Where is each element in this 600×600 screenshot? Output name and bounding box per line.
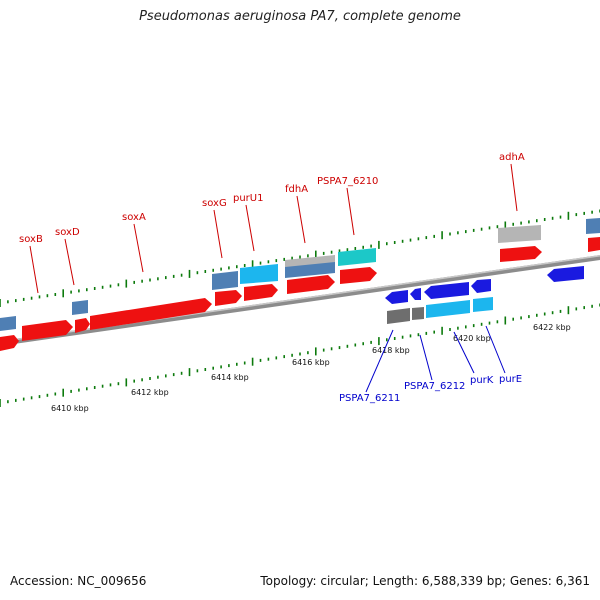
gene-label: fdhA bbox=[285, 184, 308, 195]
scale-label: 6410 kbp bbox=[51, 404, 89, 413]
gene-label: soxD bbox=[55, 227, 80, 238]
gene-label: purU1 bbox=[233, 193, 263, 204]
cds-block[interactable] bbox=[586, 218, 600, 234]
genome-title: Pseudomonas aeruginosa PA7, complete gen… bbox=[139, 9, 461, 24]
genome-backbone-highlight bbox=[0, 255, 600, 343]
forward-gene-labels: soxB soxD soxA soxG purU1 fdhA PSPA7_621… bbox=[19, 152, 525, 245]
forward-gene-arrow[interactable] bbox=[90, 298, 212, 330]
cds-block[interactable] bbox=[0, 316, 16, 331]
cds-block[interactable] bbox=[387, 308, 410, 324]
reverse-gene-labels: PSPA7_6211 PSPA7_6212 purK purE bbox=[339, 374, 522, 404]
gene-label: soxA bbox=[122, 212, 146, 223]
scale-label: 6414 kbp bbox=[211, 373, 249, 382]
gene-label: adhA bbox=[499, 152, 525, 163]
cds-block[interactable] bbox=[498, 225, 541, 243]
forward-gene-arrow[interactable] bbox=[588, 237, 600, 252]
scale-label: 6416 kbp bbox=[292, 358, 330, 367]
forward-gene-arrow[interactable] bbox=[340, 267, 377, 284]
accession-text: Accession: NC_009656 bbox=[10, 574, 147, 588]
forward-gene-arrow[interactable] bbox=[244, 284, 278, 301]
reverse-label-leaders bbox=[365, 325, 506, 393]
reverse-gene-arrow[interactable] bbox=[410, 288, 421, 300]
genome-summary-text: Topology: circular; Length: 6,588,339 bp… bbox=[260, 574, 590, 588]
scale-label: 6420 kbp bbox=[453, 334, 491, 343]
cds-block[interactable] bbox=[412, 307, 424, 320]
gene-label: purK bbox=[470, 375, 494, 386]
scale-label: 6412 kbp bbox=[131, 388, 169, 397]
cds-block[interactable] bbox=[338, 248, 376, 266]
upper-tick-ruler bbox=[0, 209, 600, 307]
cds-block[interactable] bbox=[72, 300, 88, 315]
cds-block[interactable] bbox=[240, 264, 278, 284]
forward-gene-arrow[interactable] bbox=[215, 290, 242, 306]
gene-label: soxG bbox=[202, 198, 227, 209]
gene-label: purE bbox=[499, 374, 522, 385]
cds-block[interactable] bbox=[212, 271, 238, 290]
scale-labels: 6410 kbp 6412 kbp 6414 kbp 6416 kbp 6418… bbox=[51, 323, 571, 413]
forward-gene-arrow[interactable] bbox=[0, 335, 19, 351]
cds-block[interactable] bbox=[426, 300, 470, 318]
forward-gene-arrow[interactable] bbox=[75, 318, 90, 333]
forward-cds-track bbox=[0, 218, 600, 331]
forward-gene-track bbox=[0, 237, 600, 351]
forward-label-leaders bbox=[29, 163, 518, 294]
cds-block[interactable] bbox=[473, 297, 493, 312]
forward-gene-arrow[interactable] bbox=[22, 320, 73, 341]
scale-label: 6418 kbp bbox=[372, 346, 410, 355]
gene-label: PSPA7_6210 bbox=[317, 176, 378, 187]
forward-gene-arrow[interactable] bbox=[500, 246, 542, 262]
reverse-cds-track bbox=[387, 297, 493, 324]
cds-block-lower[interactable] bbox=[285, 262, 335, 278]
reverse-gene-arrow[interactable] bbox=[471, 279, 491, 293]
reverse-gene-arrow[interactable] bbox=[424, 282, 469, 299]
gene-label: PSPA7_6211 bbox=[339, 393, 400, 404]
scale-label: 6422 kbp bbox=[533, 323, 571, 332]
reverse-gene-track bbox=[385, 266, 584, 304]
forward-gene-arrow[interactable] bbox=[287, 275, 335, 294]
lower-tick-ruler bbox=[0, 303, 600, 407]
reverse-gene-arrow[interactable] bbox=[547, 266, 584, 282]
gene-label: soxB bbox=[19, 234, 43, 245]
gene-label: PSPA7_6212 bbox=[404, 381, 465, 392]
reverse-gene-arrow[interactable] bbox=[385, 290, 408, 304]
